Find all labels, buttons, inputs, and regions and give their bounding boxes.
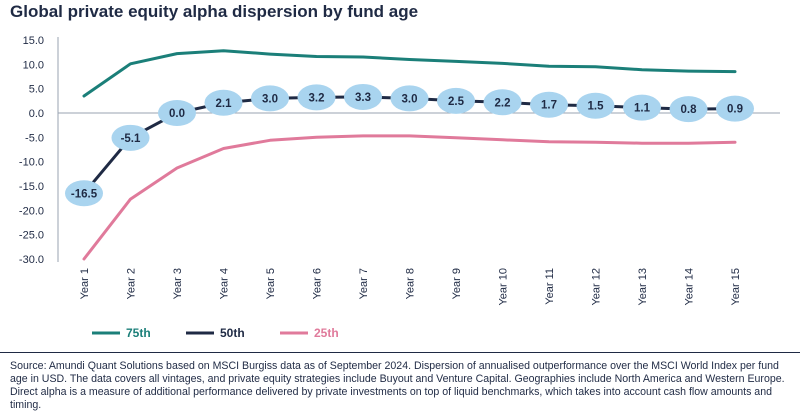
x-tick-label: Year 15 <box>730 268 742 306</box>
y-axis-ticks: 15.0 10.0 5.0 0.0 -5.0 -10.0 -15.0 -20.0 -25.0 -3… <box>19 35 44 266</box>
median-value-label: 0.9 <box>727 104 743 116</box>
x-axis-ticks: Year 1 Year 2 Year 3 Year 4 Year 5 Year 6 Year… <box>79 268 742 306</box>
y-tick-label: 15.0 <box>23 35 44 47</box>
median-value-label: 1.1 <box>634 103 651 115</box>
x-tick-label: Year 8 <box>405 268 417 299</box>
median-bubble <box>158 100 196 126</box>
median-bubble <box>576 92 615 119</box>
median-value-label: 1.5 <box>588 101 605 113</box>
median-value-label: 2.2 <box>495 97 511 109</box>
legend-label-75th: 75th <box>126 326 151 340</box>
median-value-label: 3.2 <box>309 92 325 104</box>
median-value-label: 1.7 <box>541 100 557 112</box>
y-tick-label: -5.0 <box>25 132 44 144</box>
x-tick-label: Year 5 <box>265 268 277 299</box>
legend-label-50th: 50th <box>220 326 245 340</box>
chart-title: Global private equity alpha dispersion b… <box>10 2 419 21</box>
x-tick-label: Year 1 <box>79 268 91 299</box>
legend-label-25th: 25th <box>314 326 339 340</box>
median-value-label: -16.5 <box>71 188 98 200</box>
y-tick-label: 10.0 <box>23 59 44 71</box>
series-lines <box>82 49 737 261</box>
x-tick-label: Year 9 <box>451 268 463 299</box>
median-bubble <box>65 180 103 207</box>
median-value-label: 3.0 <box>262 93 278 105</box>
median-value-label: 3.0 <box>402 93 418 105</box>
y-tick-label: 0.0 <box>29 108 44 120</box>
x-tick-label: Year 4 <box>219 268 231 299</box>
source-note: Source: Amundi Quant Solutions based on … <box>10 360 785 411</box>
y-tick-label: -20.0 <box>19 205 44 217</box>
median-bubble <box>344 83 382 110</box>
y-tick-label: -15.0 <box>19 181 44 193</box>
median-bubble <box>390 85 429 112</box>
median-bubble <box>111 124 150 151</box>
median-value-label: 3.3 <box>355 92 371 104</box>
series-line-25th <box>82 134 737 261</box>
median-bubble <box>669 96 708 123</box>
x-tick-label: Year 13 <box>637 268 649 306</box>
median-value-label: 0.8 <box>681 104 698 116</box>
y-tick-label: -30.0 <box>19 254 44 266</box>
median-bubble <box>530 91 568 118</box>
median-value-label: 0.0 <box>169 108 185 120</box>
x-tick-label: Year 14 <box>684 268 696 306</box>
y-tick-label: -10.0 <box>19 157 44 169</box>
x-tick-label: Year 6 <box>312 268 324 299</box>
x-tick-label: Year 12 <box>591 268 603 306</box>
series-line-75th <box>82 49 737 98</box>
x-tick-label: Year 10 <box>498 268 510 306</box>
y-tick-label: 5.0 <box>29 84 44 96</box>
median-bubble <box>483 89 522 116</box>
median-value-label: -5.1 <box>121 133 141 145</box>
y-tick-label: -25.0 <box>19 230 44 242</box>
divider <box>0 352 800 353</box>
x-tick-label: Year 2 <box>126 268 138 299</box>
median-bubble <box>623 94 661 121</box>
x-tick-label: Year 11 <box>544 268 556 305</box>
median-data-labels: -16.5 -5.1 0.0 2.1 3.0 3.2 3.3 3.0 2.5 2.2 1.7 1.5 1… <box>65 83 754 207</box>
legend: 75th 50th 25th <box>92 326 339 340</box>
median-bubble <box>204 89 243 116</box>
alpha-dispersion-chart: 15.0 10.0 5.0 0.0 -5.0 -10.0 -15.0 -20.0 -25.0 -3… <box>19 35 780 340</box>
median-bubble <box>297 84 336 111</box>
x-tick-label: Year 7 <box>358 268 370 299</box>
median-value-label: 2.5 <box>448 96 465 108</box>
median-bubble <box>251 85 289 112</box>
median-value-label: 2.1 <box>216 98 233 110</box>
median-bubble <box>716 95 754 122</box>
median-bubble <box>437 87 475 114</box>
x-tick-label: Year 3 <box>172 268 184 299</box>
